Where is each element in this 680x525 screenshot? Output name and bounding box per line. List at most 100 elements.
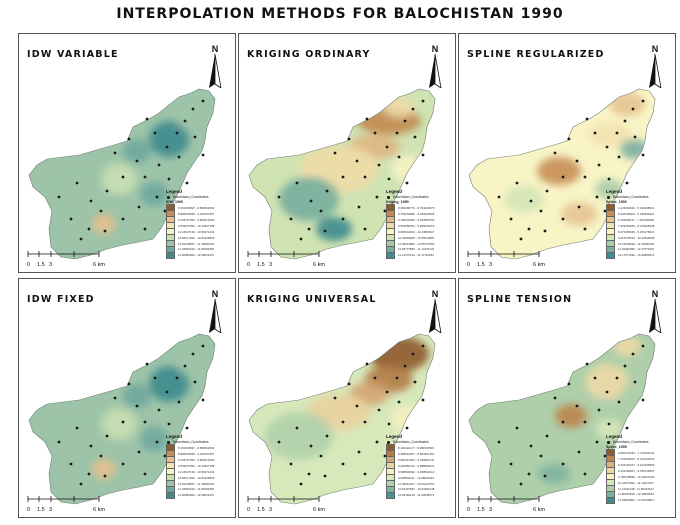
sample-point: [641, 99, 645, 103]
legend-class: 10.24527199 - 10.56271404: [166, 228, 232, 235]
north-arrow-icon: N: [423, 289, 447, 335]
sample-point: [99, 454, 103, 458]
legend-swatch: [386, 468, 395, 475]
sample-point: [69, 462, 73, 466]
scale-label: 1.5: [37, 262, 45, 268]
legend-class: 11.12011238 - 11.80254517: [606, 485, 672, 492]
sample-point: [633, 135, 637, 139]
legend-class-label: 10.55613882 - 10.85747864: [398, 241, 435, 246]
sample-point: [355, 159, 359, 163]
legend-point-entry: Balochistan_Coordinates: [606, 440, 672, 444]
sample-point: [341, 420, 345, 424]
sample-point: [527, 227, 531, 231]
legend-swatch: [166, 222, 175, 229]
legend-swatch: [606, 252, 615, 259]
legend-point-entry: Balochistan_Coordinates: [166, 195, 232, 199]
legend-swatch: [386, 210, 395, 217]
sample-point: [57, 195, 61, 199]
legend-swatch: [386, 234, 395, 241]
sample-point: [607, 422, 611, 426]
sample-point: [377, 408, 381, 412]
interpolated-surface: [468, 333, 656, 505]
legend-class-label: 11.66583469 - 12.08021607: [178, 493, 215, 498]
sample-point: [135, 159, 139, 163]
legend-swatch: [386, 204, 395, 211]
legend-class: 9.102166957 - 9.786725697: [606, 467, 672, 474]
legend-class-label: 6.860479632 - 7.723291042: [618, 450, 655, 455]
legend-class: 8.434120417 - 9.102166956: [606, 461, 672, 468]
province-outline: [468, 88, 656, 260]
sample-point: [363, 472, 367, 476]
legend-class-label: 11.18060234 - 11.66583468: [178, 487, 214, 492]
legend-class-label: 11.14375133 - 11.70151254: [398, 253, 434, 258]
legend-swatch: [606, 491, 615, 498]
legend-class: 8.384296770 - 8.794203079: [386, 204, 452, 211]
sample-point: [553, 151, 557, 155]
legend-class-label: 9.404767358 - 9.844670350: [178, 217, 215, 222]
legend-class-label: 8.794203080 - 9.183630089: [398, 211, 435, 216]
sample-point: [333, 151, 337, 155]
province-outline: [28, 88, 216, 260]
scale-bar: 0 1.5 3 6 km: [247, 244, 337, 268]
point-symbol-icon: [607, 440, 610, 444]
sample-point: [137, 450, 141, 454]
legend-class-label: 8.384296770 - 8.794203079: [398, 205, 435, 210]
legend-layer-name: Spline_1990: [606, 445, 627, 449]
sample-point: [497, 195, 501, 199]
scale-label: 0: [467, 262, 471, 268]
legend-class-label: 9.102166957 - 9.786725697: [618, 468, 655, 473]
sample-point: [631, 352, 635, 356]
sample-point: [79, 237, 83, 241]
sample-point: [593, 131, 597, 135]
legend-swatch: [606, 449, 615, 456]
sample-point: [545, 434, 549, 438]
sample-point: [539, 454, 543, 458]
panel-title: IDW FIXED: [27, 294, 95, 305]
sample-point: [341, 175, 345, 179]
sample-point: [201, 344, 205, 348]
legend-class: 11.20090395 - 12.17571691: [606, 246, 672, 253]
scale-label: 1.5: [257, 507, 265, 513]
sample-point: [157, 408, 161, 412]
legend-class-label: 4.123040642 - 5.342348001: [618, 205, 655, 210]
sample-point: [385, 145, 389, 149]
scale-bar: 0 1.5 3 6 km: [467, 244, 557, 268]
north-arrow-icon: N: [203, 44, 227, 90]
sample-point: [617, 400, 621, 404]
legend-point-label: Balochistan_Coordinates: [173, 440, 209, 444]
legend-swatch: [386, 474, 395, 481]
sample-point: [545, 189, 549, 193]
sample-point: [105, 434, 109, 438]
legend-class-label: 9.588592932 - 9.938542210: [398, 469, 435, 474]
sample-point: [295, 426, 299, 430]
map-panel-idw-fixed: IDW FIXED N Legend Balochistan_Coordinates 8…: [18, 278, 236, 518]
scale-label: 1.5: [477, 262, 485, 268]
legend-swatch: [606, 234, 615, 241]
sample-point: [421, 398, 425, 402]
legend-class: 10.56271405 - 10.84128556: [166, 474, 232, 481]
legend-class: 9.404767358 - 9.844670350: [166, 456, 232, 463]
legend-title: Legend: [386, 189, 403, 194]
sample-point: [567, 382, 571, 386]
point-symbol-icon: [387, 195, 390, 199]
legend-class-label: 10.84128557 - 11.18060233: [178, 241, 215, 246]
sample-point: [561, 175, 565, 179]
sample-point: [193, 135, 197, 139]
panel-title: KRIGING UNIVERSAL: [247, 294, 377, 305]
legend-swatch: [606, 497, 615, 504]
legend-class-label: 9.844670351 - 10.24527198: [178, 463, 215, 468]
scale-label: 0: [247, 507, 251, 513]
north-arrow-icon: N: [643, 289, 667, 335]
legend-class-label: 10.61497652 - 10.94184148: [398, 487, 435, 492]
point-symbol-icon: [167, 195, 170, 199]
sample-point: [397, 400, 401, 404]
legend-class-label: 10.23893908 - 10.55613881: [398, 235, 435, 240]
sample-point: [323, 474, 327, 478]
sample-point: [519, 482, 523, 486]
scale-label: 0: [27, 507, 31, 513]
sample-point: [405, 426, 409, 430]
sample-point: [295, 181, 299, 185]
sample-point: [143, 175, 147, 179]
sample-point: [175, 376, 179, 380]
legend-swatch: [166, 246, 175, 253]
